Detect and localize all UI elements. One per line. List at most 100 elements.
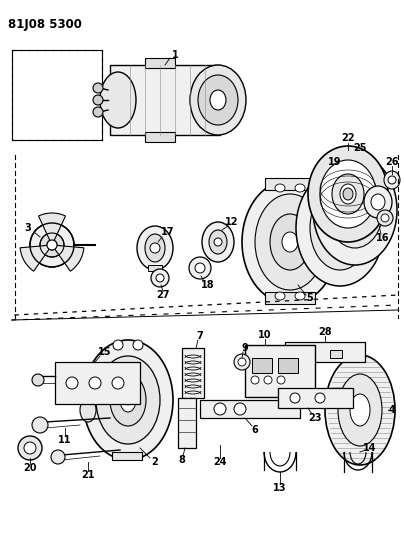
Ellipse shape <box>320 160 376 228</box>
Ellipse shape <box>210 90 226 110</box>
Ellipse shape <box>388 176 396 184</box>
Ellipse shape <box>209 230 227 254</box>
Ellipse shape <box>83 340 173 460</box>
Text: 9: 9 <box>242 343 248 353</box>
Bar <box>200 400 300 418</box>
Ellipse shape <box>238 358 246 366</box>
Wedge shape <box>38 213 65 245</box>
Ellipse shape <box>30 223 74 267</box>
Ellipse shape <box>364 186 392 218</box>
Ellipse shape <box>93 95 103 105</box>
Ellipse shape <box>315 393 325 403</box>
Bar <box>55 362 140 404</box>
Bar <box>145 132 175 142</box>
Bar <box>285 342 365 362</box>
Text: 24: 24 <box>213 457 227 467</box>
Ellipse shape <box>384 171 400 189</box>
Ellipse shape <box>296 170 384 286</box>
Ellipse shape <box>242 180 338 304</box>
Ellipse shape <box>80 386 96 410</box>
Ellipse shape <box>32 417 48 433</box>
Ellipse shape <box>295 292 305 300</box>
Ellipse shape <box>290 393 300 403</box>
Text: 22: 22 <box>341 133 355 143</box>
Ellipse shape <box>24 442 36 454</box>
Ellipse shape <box>93 107 103 117</box>
Text: 19: 19 <box>328 157 342 167</box>
Ellipse shape <box>214 403 226 415</box>
Ellipse shape <box>137 226 173 270</box>
Bar <box>145 58 175 68</box>
Text: 11: 11 <box>58 435 72 445</box>
Bar <box>12 50 102 140</box>
Ellipse shape <box>66 377 78 389</box>
Ellipse shape <box>110 374 146 426</box>
Text: 26: 26 <box>385 157 399 167</box>
Ellipse shape <box>151 269 169 287</box>
Ellipse shape <box>264 376 272 384</box>
Bar <box>112 452 142 460</box>
Ellipse shape <box>145 234 165 262</box>
Ellipse shape <box>156 274 164 282</box>
Bar <box>265 178 315 190</box>
Ellipse shape <box>133 340 143 350</box>
Ellipse shape <box>93 83 103 93</box>
Ellipse shape <box>381 214 389 222</box>
Ellipse shape <box>150 243 160 253</box>
Text: 2: 2 <box>152 457 158 467</box>
Ellipse shape <box>275 292 285 300</box>
Text: 27: 27 <box>156 290 170 300</box>
Ellipse shape <box>343 188 353 200</box>
Bar <box>295 350 307 358</box>
Wedge shape <box>52 245 84 271</box>
Ellipse shape <box>80 398 96 422</box>
Ellipse shape <box>282 232 298 252</box>
Ellipse shape <box>195 263 205 273</box>
Ellipse shape <box>340 184 356 204</box>
Bar <box>265 292 315 304</box>
Text: 23: 23 <box>308 413 322 423</box>
Ellipse shape <box>251 376 259 384</box>
Ellipse shape <box>214 238 222 246</box>
Bar <box>178 398 196 448</box>
Ellipse shape <box>377 210 393 226</box>
Text: 12: 12 <box>225 217 239 227</box>
Ellipse shape <box>89 377 101 389</box>
Text: 3: 3 <box>25 223 32 233</box>
Ellipse shape <box>96 356 160 444</box>
Ellipse shape <box>325 355 395 465</box>
Bar <box>110 65 220 135</box>
Bar <box>245 345 315 397</box>
Ellipse shape <box>338 374 382 446</box>
Text: 21: 21 <box>81 470 95 480</box>
Text: 15: 15 <box>98 347 112 357</box>
Bar <box>182 348 204 398</box>
Text: 5: 5 <box>307 293 314 303</box>
Text: 20: 20 <box>23 463 37 473</box>
Ellipse shape <box>348 201 362 219</box>
Ellipse shape <box>47 240 57 250</box>
Text: 1: 1 <box>172 50 179 60</box>
Ellipse shape <box>275 184 285 192</box>
Bar <box>252 358 272 373</box>
Ellipse shape <box>47 240 57 250</box>
Text: 6: 6 <box>252 425 259 435</box>
Ellipse shape <box>189 257 211 279</box>
Ellipse shape <box>32 374 44 386</box>
Ellipse shape <box>113 340 123 350</box>
Text: 4: 4 <box>389 405 396 415</box>
Ellipse shape <box>40 233 64 257</box>
Text: 13: 13 <box>273 483 287 493</box>
Ellipse shape <box>277 376 285 384</box>
Ellipse shape <box>112 377 124 389</box>
Bar <box>148 265 162 271</box>
Text: 17: 17 <box>161 227 175 237</box>
Bar <box>278 358 298 373</box>
Text: 81J08 5300: 81J08 5300 <box>8 18 82 31</box>
Ellipse shape <box>295 184 305 192</box>
Text: 14: 14 <box>363 443 377 453</box>
Ellipse shape <box>270 214 310 270</box>
Ellipse shape <box>234 354 250 370</box>
Wedge shape <box>20 245 52 271</box>
Ellipse shape <box>190 65 246 135</box>
